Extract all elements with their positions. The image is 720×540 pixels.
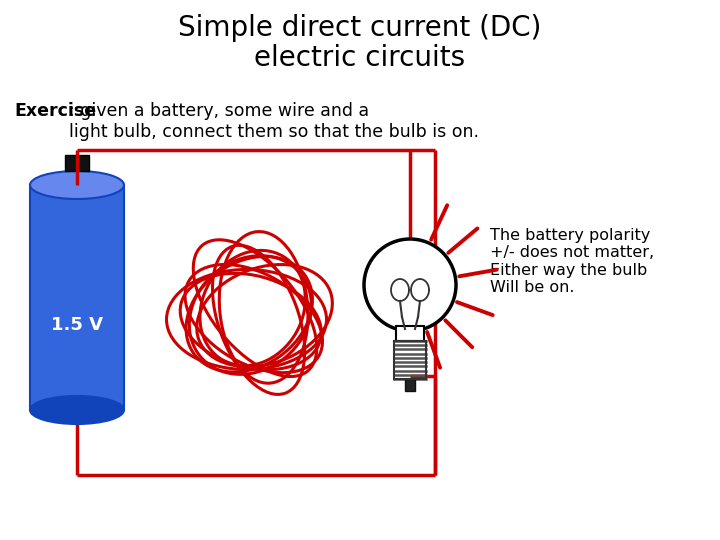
- Circle shape: [364, 239, 456, 331]
- Bar: [30, 185, 124, 410]
- Text: 1.5 V: 1.5 V: [51, 316, 103, 334]
- Text: electric circuits: electric circuits: [254, 44, 466, 72]
- Text: The battery polarity
+/- does not matter,
Either way the bulb
Will be on.: The battery polarity +/- does not matter…: [490, 228, 654, 295]
- Bar: [394, 341, 426, 379]
- Bar: [65, 155, 89, 171]
- Text: : given a battery, some wire and a
light bulb, connect them so that the bulb is : : given a battery, some wire and a light…: [69, 102, 479, 141]
- FancyBboxPatch shape: [396, 326, 424, 341]
- Text: Simple direct current (DC): Simple direct current (DC): [179, 14, 541, 42]
- Ellipse shape: [30, 171, 124, 199]
- Ellipse shape: [30, 396, 124, 424]
- Text: Exercise: Exercise: [14, 102, 96, 120]
- Bar: [405, 379, 415, 391]
